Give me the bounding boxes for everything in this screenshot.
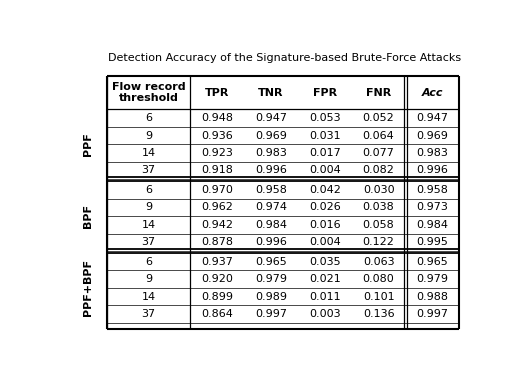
Text: 9: 9 — [145, 202, 152, 212]
Text: 0.989: 0.989 — [255, 291, 287, 302]
Text: 0.026: 0.026 — [309, 202, 341, 212]
Text: Detection Accuracy of the Signature-based Brute-Force Attacks: Detection Accuracy of the Signature-base… — [109, 53, 462, 63]
Text: 0.947: 0.947 — [416, 113, 448, 123]
Text: 0.948: 0.948 — [201, 113, 233, 123]
Text: 0.899: 0.899 — [201, 291, 233, 302]
Text: 0.970: 0.970 — [201, 185, 233, 195]
Text: 14: 14 — [142, 220, 156, 230]
Text: 0.052: 0.052 — [363, 113, 394, 123]
Text: 0.965: 0.965 — [417, 257, 448, 267]
Text: FPR: FPR — [313, 88, 337, 98]
Text: 0.920: 0.920 — [201, 274, 233, 284]
Text: PPF+BPF: PPF+BPF — [83, 259, 93, 316]
Text: 0.983: 0.983 — [417, 148, 448, 158]
Text: 0.053: 0.053 — [309, 113, 341, 123]
Text: 14: 14 — [142, 148, 156, 158]
Text: 0.958: 0.958 — [255, 185, 287, 195]
Text: 0.030: 0.030 — [363, 185, 394, 195]
Text: 0.035: 0.035 — [309, 257, 341, 267]
Text: 0.031: 0.031 — [309, 130, 341, 141]
Text: BPF: BPF — [83, 204, 93, 228]
Text: 0.996: 0.996 — [417, 166, 448, 175]
Text: 0.004: 0.004 — [309, 237, 341, 247]
Text: FNR: FNR — [366, 88, 391, 98]
Text: 0.969: 0.969 — [255, 130, 287, 141]
Text: 0.984: 0.984 — [416, 220, 448, 230]
Text: 0.996: 0.996 — [255, 166, 287, 175]
Text: Flow record
threshold: Flow record threshold — [112, 82, 185, 104]
Text: 6: 6 — [145, 185, 152, 195]
Text: 0.122: 0.122 — [362, 237, 394, 247]
Text: Acc: Acc — [422, 88, 443, 98]
Text: 0.923: 0.923 — [201, 148, 233, 158]
Text: TPR: TPR — [205, 88, 230, 98]
Text: 0.864: 0.864 — [201, 309, 233, 319]
Text: 0.965: 0.965 — [255, 257, 287, 267]
Text: 0.063: 0.063 — [363, 257, 394, 267]
Text: TNR: TNR — [258, 88, 284, 98]
Text: 0.918: 0.918 — [201, 166, 233, 175]
Text: 0.011: 0.011 — [309, 291, 341, 302]
Text: 0.080: 0.080 — [363, 274, 394, 284]
Text: 0.942: 0.942 — [201, 220, 233, 230]
Text: 0.937: 0.937 — [201, 257, 233, 267]
Text: 0.082: 0.082 — [362, 166, 394, 175]
Text: 0.983: 0.983 — [255, 148, 287, 158]
Text: 0.038: 0.038 — [363, 202, 394, 212]
Text: 0.136: 0.136 — [363, 309, 394, 319]
Text: 9: 9 — [145, 130, 152, 141]
Text: 0.997: 0.997 — [416, 309, 448, 319]
Text: 0.958: 0.958 — [417, 185, 448, 195]
Text: 0.016: 0.016 — [309, 220, 341, 230]
Text: 0.058: 0.058 — [363, 220, 394, 230]
Text: 37: 37 — [142, 237, 156, 247]
Text: 0.077: 0.077 — [362, 148, 394, 158]
Text: 0.973: 0.973 — [417, 202, 448, 212]
Text: 0.979: 0.979 — [255, 274, 287, 284]
Text: 0.064: 0.064 — [363, 130, 394, 141]
Text: 37: 37 — [142, 166, 156, 175]
Text: 0.984: 0.984 — [255, 220, 287, 230]
Text: 0.003: 0.003 — [309, 309, 341, 319]
Text: 0.936: 0.936 — [201, 130, 233, 141]
Text: 14: 14 — [142, 291, 156, 302]
Text: 0.021: 0.021 — [309, 274, 341, 284]
Text: 0.101: 0.101 — [363, 291, 394, 302]
Text: 0.988: 0.988 — [416, 291, 448, 302]
Text: 0.004: 0.004 — [309, 166, 341, 175]
Text: 0.962: 0.962 — [201, 202, 233, 212]
Text: 0.995: 0.995 — [417, 237, 448, 247]
Text: 0.997: 0.997 — [255, 309, 287, 319]
Text: 9: 9 — [145, 274, 152, 284]
Text: 0.017: 0.017 — [309, 148, 341, 158]
Text: 0.947: 0.947 — [255, 113, 287, 123]
Text: 0.042: 0.042 — [309, 185, 341, 195]
Text: PPF: PPF — [83, 132, 93, 156]
Text: 0.969: 0.969 — [417, 130, 448, 141]
Text: 0.996: 0.996 — [255, 237, 287, 247]
Text: 6: 6 — [145, 113, 152, 123]
Text: 37: 37 — [142, 309, 156, 319]
Text: 0.974: 0.974 — [255, 202, 287, 212]
Text: 0.979: 0.979 — [416, 274, 448, 284]
Text: 0.878: 0.878 — [201, 237, 233, 247]
Text: 6: 6 — [145, 257, 152, 267]
